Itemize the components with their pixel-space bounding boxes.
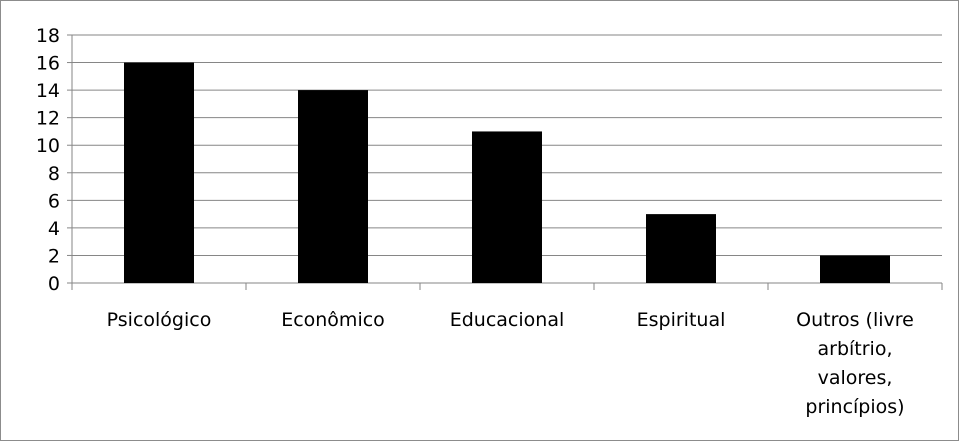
x-category-label-line: Outros (livre (796, 309, 914, 331)
x-category-label-line: Psicológico (107, 309, 212, 331)
y-tick-label-10: 10 (36, 135, 60, 157)
bar-0 (124, 62, 194, 283)
x-category-label-line: valores, (818, 367, 893, 389)
y-tick-label-14: 14 (36, 80, 60, 102)
x-category-label-line: Educacional (450, 309, 565, 331)
y-tick-label-4: 4 (48, 218, 60, 240)
x-category-label-line: arbítrio, (818, 338, 893, 360)
x-category-label-3: Espiritual (637, 309, 726, 331)
bar-2 (472, 131, 542, 283)
x-category-label-4: Outros (livre arbítrio, valores, princípios… (796, 309, 914, 418)
bar-3 (646, 214, 716, 283)
bar-1 (298, 90, 368, 283)
x-category-label-line: Espiritual (637, 309, 726, 331)
x-category-label-2: Educacional (450, 309, 565, 331)
y-tick-label-12: 12 (36, 108, 60, 130)
y-tick-labels: 0 2 4 6 8 10 12 14 16 18 (36, 25, 60, 295)
y-tick-label-8: 8 (48, 163, 60, 185)
x-category-label-line: Econômico (281, 309, 385, 331)
y-tick-label-2: 2 (48, 245, 60, 267)
y-tick-label-16: 16 (36, 53, 60, 75)
y-tick-label-0: 0 (48, 273, 60, 295)
x-category-labels: Psicológico Econômico Educacional Espiritua… (107, 309, 914, 418)
x-category-label-1: Econômico (281, 309, 385, 331)
y-tick-label-6: 6 (48, 190, 60, 212)
x-category-label-0: Psicológico (107, 309, 212, 331)
y-tick-label-18: 18 (36, 25, 60, 47)
bars (124, 62, 890, 283)
x-category-label-line: princípios) (805, 396, 904, 418)
bar-4 (820, 255, 890, 283)
